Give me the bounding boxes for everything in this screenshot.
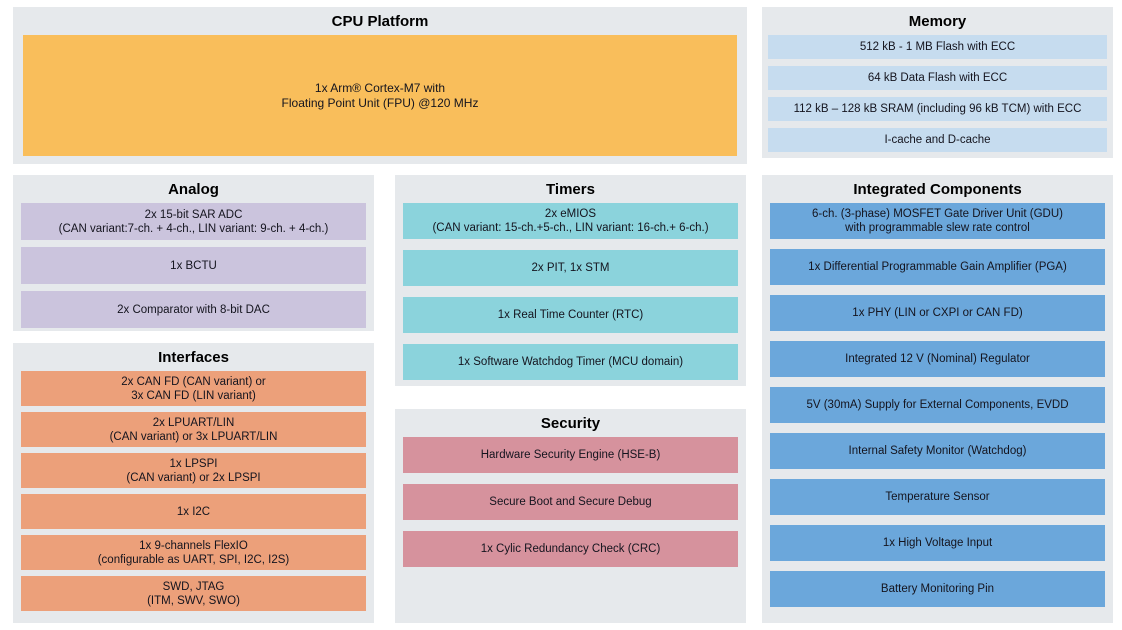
block-lpspi-line2: (CAN variant) or 2x LPSPI (126, 471, 261, 484)
timers-title: Timers (546, 181, 595, 198)
memory-panel: Memory 512 kB - 1 MB Flash with ECC 64 k… (762, 7, 1113, 158)
block-emios-line2: (CAN variant: 15-ch.+5-ch., LIN variant:… (432, 222, 709, 234)
block-rtc: 1x Real Time Counter (RTC) (403, 297, 738, 333)
block-program-flash-label: 512 kB - 1 MB Flash with ECC (859, 41, 1016, 53)
block-sar-adc-line2: (CAN variant:7-ch. + 4-ch., LIN variant:… (58, 222, 329, 235)
block-safety-monitor: Internal Safety Monitor (Watchdog) (770, 433, 1105, 469)
block-pit-stm-label: 2x PIT, 1x STM (531, 262, 610, 274)
block-evdd-supply-label: 5V (30mA) Supply for External Components… (806, 399, 1069, 411)
interfaces-panel: Interfaces 2x CAN FD (CAN variant) or 3x… (13, 343, 374, 623)
timers-panel: Timers 2x eMIOS (CAN variant: 15-ch.+5-c… (395, 175, 746, 386)
block-rtc-label: 1x Real Time Counter (RTC) (497, 309, 644, 321)
block-cortex-m7-line1: 1x Arm® Cortex-M7 with (314, 80, 446, 95)
block-gdu-line2: with programmable slew rate control (845, 222, 1030, 234)
block-emios-line1: 2x eMIOS (544, 208, 597, 220)
block-safety-monitor-label: Internal Safety Monitor (Watchdog) (848, 445, 1027, 457)
block-comparator-label: 2x Comparator with 8-bit DAC (117, 303, 270, 316)
block-swd-jtag: SWD, JTAG (ITM, SWV, SWO) (21, 576, 366, 611)
block-sar-adc: 2x 15-bit SAR ADC (CAN variant:7-ch. + 4… (21, 203, 366, 240)
block-pit-stm: 2x PIT, 1x STM (403, 250, 738, 286)
block-secure-boot: Secure Boot and Secure Debug (403, 484, 738, 520)
block-phy: 1x PHY (LIN or CXPI or CAN FD) (770, 295, 1105, 331)
block-secure-boot-label: Secure Boot and Secure Debug (489, 496, 652, 508)
block-pga: 1x Differential Programmable Gain Amplif… (770, 249, 1105, 285)
block-crc-label: 1x Cylic Redundancy Check (CRC) (480, 543, 661, 555)
analog-panel: Analog 2x 15-bit SAR ADC (CAN variant:7-… (13, 175, 374, 331)
block-regulator-label: Integrated 12 V (Nominal) Regulator (845, 353, 1030, 365)
block-can-fd: 2x CAN FD (CAN variant) or 3x CAN FD (LI… (21, 371, 366, 406)
block-gdu: 6-ch. (3-phase) MOSFET Gate Driver Unit … (770, 203, 1105, 239)
block-evdd-supply: 5V (30mA) Supply for External Components… (770, 387, 1105, 423)
block-sar-adc-line1: 2x 15-bit SAR ADC (144, 208, 243, 221)
block-cortex-m7: 1x Arm® Cortex-M7 with Floating Point Un… (23, 35, 737, 156)
block-temperature-sensor-label: Temperature Sensor (885, 491, 990, 503)
block-phy-label: 1x PHY (LIN or CXPI or CAN FD) (852, 307, 1023, 319)
block-lpuart-lin-line2: (CAN variant) or 3x LPUART/LIN (109, 430, 278, 443)
block-flexio-line2: (configurable as UART, SPI, I2C, I2S) (97, 553, 290, 566)
block-sram-label: 112 kB – 128 kB SRAM (including 96 kB TC… (793, 103, 1082, 115)
cpu-platform-title: CPU Platform (331, 13, 429, 30)
block-bctu: 1x BCTU (21, 247, 366, 284)
block-cache: I-cache and D-cache (768, 128, 1107, 152)
block-regulator: Integrated 12 V (Nominal) Regulator (770, 341, 1105, 377)
block-watchdog-timer-label: 1x Software Watchdog Timer (MCU domain) (457, 356, 684, 368)
block-comparator: 2x Comparator with 8-bit DAC (21, 291, 366, 328)
block-flexio: 1x 9-channels FlexIO (configurable as UA… (21, 535, 366, 570)
block-data-flash: 64 kB Data Flash with ECC (768, 66, 1107, 90)
block-i2c-label: 1x I2C (176, 505, 211, 518)
block-sram: 112 kB – 128 kB SRAM (including 96 kB TC… (768, 97, 1107, 121)
block-cortex-m7-line2: Floating Point Unit (FPU) @120 MHz (281, 95, 479, 110)
block-can-fd-line2: 3x CAN FD (LIN variant) (131, 389, 256, 402)
block-pga-label: 1x Differential Programmable Gain Amplif… (808, 261, 1067, 273)
memory-title: Memory (908, 13, 967, 30)
block-flexio-line1: 1x 9-channels FlexIO (139, 539, 248, 552)
block-can-fd-line1: 2x CAN FD (CAN variant) or (121, 375, 266, 388)
block-high-voltage-input-label: 1x High Voltage Input (882, 537, 993, 549)
block-bctu-label: 1x BCTU (170, 259, 217, 272)
block-battery-monitoring: Battery Monitoring Pin (770, 571, 1105, 607)
security-title: Security (540, 415, 601, 432)
block-hse-label: Hardware Security Engine (HSE-B) (480, 449, 661, 461)
block-lpspi-line1: 1x LPSPI (169, 457, 218, 470)
block-gdu-line1: 6-ch. (3-phase) MOSFET Gate Driver Unit … (812, 208, 1063, 220)
block-watchdog-timer: 1x Software Watchdog Timer (MCU domain) (403, 344, 738, 380)
block-lpuart-lin-line1: 2x LPUART/LIN (152, 416, 235, 429)
block-lpspi: 1x LPSPI (CAN variant) or 2x LPSPI (21, 453, 366, 488)
block-swd-jtag-line2: (ITM, SWV, SWO) (147, 594, 240, 607)
block-emios: 2x eMIOS (CAN variant: 15-ch.+5-ch., LIN… (403, 203, 738, 239)
block-battery-monitoring-label: Battery Monitoring Pin (880, 583, 995, 595)
integrated-components-title: Integrated Components (853, 181, 1022, 198)
integrated-components-panel: Integrated Components 6-ch. (3-phase) MO… (762, 175, 1113, 623)
block-hse: Hardware Security Engine (HSE-B) (403, 437, 738, 473)
security-panel: Security Hardware Security Engine (HSE-B… (395, 409, 746, 623)
interfaces-title: Interfaces (158, 349, 229, 366)
block-temperature-sensor: Temperature Sensor (770, 479, 1105, 515)
block-cache-label: I-cache and D-cache (884, 134, 991, 146)
analog-title: Analog (168, 181, 219, 198)
cpu-platform-panel: CPU Platform 1x Arm® Cortex-M7 with Floa… (13, 7, 747, 164)
block-i2c: 1x I2C (21, 494, 366, 529)
block-lpuart-lin: 2x LPUART/LIN (CAN variant) or 3x LPUART… (21, 412, 366, 447)
block-crc: 1x Cylic Redundancy Check (CRC) (403, 531, 738, 567)
block-data-flash-label: 64 kB Data Flash with ECC (867, 72, 1008, 84)
block-swd-jtag-line1: SWD, JTAG (162, 580, 225, 593)
block-high-voltage-input: 1x High Voltage Input (770, 525, 1105, 561)
block-program-flash: 512 kB - 1 MB Flash with ECC (768, 35, 1107, 59)
